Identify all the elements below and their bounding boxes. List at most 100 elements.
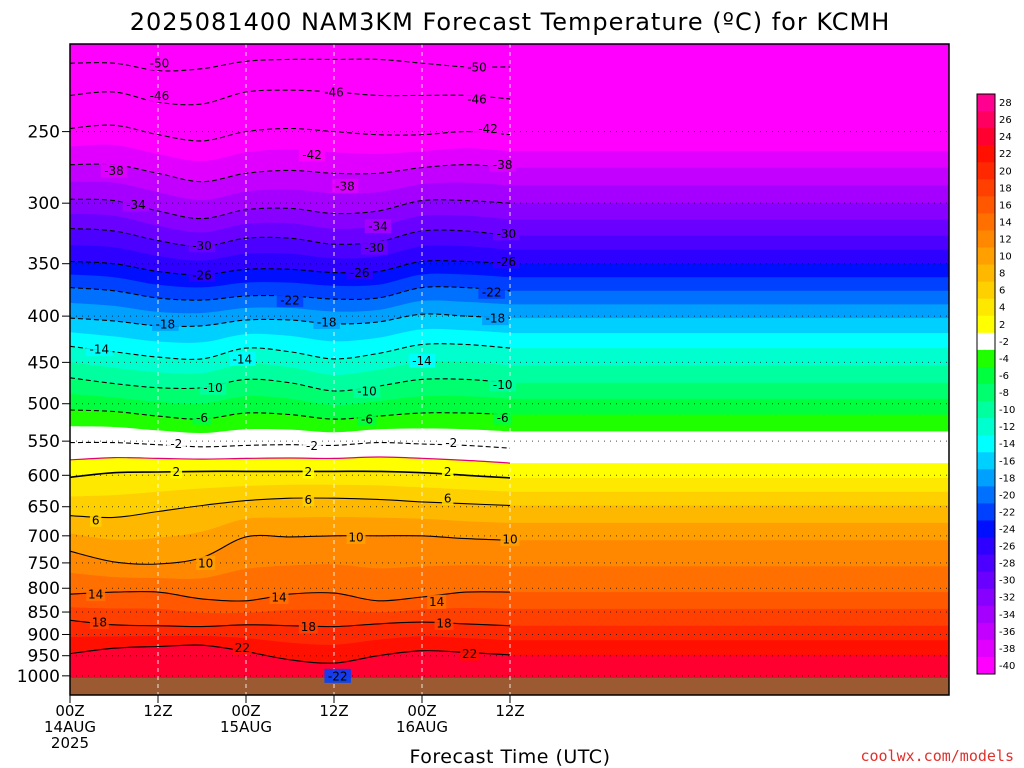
contour-label: -46 xyxy=(150,89,170,103)
colorbar-label: 6 xyxy=(999,286,1005,297)
contour-label-bg xyxy=(463,59,491,74)
contour-label: -6 xyxy=(497,411,509,425)
colorbar-swatch--12 xyxy=(977,418,995,436)
contour-label-bg xyxy=(493,254,520,269)
colorbar-swatch--36 xyxy=(977,622,995,641)
contour-label-bg xyxy=(474,121,502,136)
contour--42 xyxy=(70,124,511,142)
colorbar-label: 4 xyxy=(999,303,1005,314)
contour-label: -46 xyxy=(324,85,344,99)
contour-label: 18 xyxy=(301,620,316,634)
colorbar-swatch-12 xyxy=(977,230,995,249)
colorbar-label: 24 xyxy=(999,132,1012,143)
contour-label: -26 xyxy=(497,255,517,269)
contour-label: 2 xyxy=(444,465,452,479)
contour--30 xyxy=(70,227,511,248)
contour--2 xyxy=(70,441,511,449)
colorbar: 28 26 24 22 20 18 16 14 12 10 8 6 4 2 -2 -4 -6 -8 -10 -12 -1… xyxy=(976,93,1015,675)
y-tick-label: 300 xyxy=(28,194,60,214)
colorbar-swatch--38 xyxy=(977,639,995,658)
contour-label-bg xyxy=(269,589,289,604)
contour-label: 10 xyxy=(198,556,213,570)
contour-label-bg xyxy=(146,88,173,103)
colorbar-swatch-4 xyxy=(977,298,995,317)
contour-label: -22 xyxy=(280,294,300,308)
contour-label-bg xyxy=(188,238,216,253)
contour-label-bg xyxy=(482,311,509,326)
colorbar-swatch--24 xyxy=(977,520,995,539)
colorbar-swatch--6 xyxy=(977,366,995,385)
contour-label-bg xyxy=(86,587,106,602)
contour-label-bg xyxy=(320,84,348,99)
contour--26 xyxy=(70,260,511,276)
colorbar-label: 16 xyxy=(999,200,1012,211)
y-tick-label: 850 xyxy=(28,603,60,623)
contour-label-bg xyxy=(364,219,392,234)
x-tick-label: 14AUG xyxy=(44,718,96,736)
contour-label-bg xyxy=(122,197,150,212)
contour-label: 14 xyxy=(429,595,444,609)
colorbar-label: -38 xyxy=(999,644,1015,655)
contour-label: -38 xyxy=(104,164,124,178)
contour-label-bg xyxy=(196,555,216,570)
contour-label: 22 xyxy=(235,641,250,655)
colorbar-swatch--2 xyxy=(977,332,995,351)
contour-label-bg xyxy=(331,178,359,193)
x-axis-label: Forecast Time (UTC) xyxy=(410,746,611,768)
colorbar-swatch--22 xyxy=(977,503,995,521)
colorbar-label: 8 xyxy=(999,269,1005,280)
x-tick-label: 16AUG xyxy=(396,718,448,736)
y-tick-label: 650 xyxy=(28,498,60,518)
contour-label: -30 xyxy=(497,227,517,241)
contour-label: -42 xyxy=(302,148,322,162)
colorbar-swatch-20 xyxy=(977,162,995,180)
contour-label-bg xyxy=(302,464,315,479)
y-tick-label: 800 xyxy=(28,579,60,599)
contour-labels: -50 -50 -46 -46 -46 -42 -42 -38 -38 -38 -34 -34 -30 -… xyxy=(86,56,520,683)
contour-label: -26 xyxy=(192,268,212,282)
contour-label: 14 xyxy=(88,588,103,602)
contour-label-bg xyxy=(232,640,252,655)
y-tick-label: 900 xyxy=(28,625,60,645)
y-tick-label: 550 xyxy=(28,432,60,452)
colorbar-label: -10 xyxy=(999,405,1015,416)
contour--10 xyxy=(70,377,511,392)
x-tick-label: 00Z xyxy=(55,702,84,720)
contour-label-bg xyxy=(460,646,480,661)
contour-label: 18 xyxy=(92,616,107,630)
colorbar-swatch--20 xyxy=(977,486,995,504)
contour-label: -10 xyxy=(203,381,223,395)
contour-label: 10 xyxy=(348,530,363,544)
colorbar-swatch-8 xyxy=(977,264,995,283)
contour-label-bg xyxy=(489,157,516,172)
colorbar-swatch--10 xyxy=(977,401,995,419)
contour-label: -50 xyxy=(467,60,487,74)
contour-label-bg xyxy=(353,383,381,398)
contour-label-bg xyxy=(86,342,113,357)
y-tick-label: 500 xyxy=(28,395,60,415)
contour-label-bg xyxy=(146,56,173,71)
colorbar-swatch--28 xyxy=(977,554,995,573)
colorbar-label: -36 xyxy=(999,627,1015,638)
contour-label: -26 xyxy=(350,266,370,280)
contour-label-bg xyxy=(434,615,454,630)
contour-label: -6 xyxy=(361,413,373,427)
y-tick-label: 450 xyxy=(28,353,60,373)
colorbar-label: -16 xyxy=(999,456,1015,467)
contour-label-bg xyxy=(192,410,212,425)
contour-label: -6 xyxy=(196,411,208,425)
contour-label-bg xyxy=(229,351,256,366)
contour-label-bg xyxy=(441,491,454,506)
contour-label-bg xyxy=(298,147,326,162)
colorbar-label: 28 xyxy=(999,98,1012,109)
colorbar-swatch-26 xyxy=(977,111,995,129)
x-tick-label: 12Z xyxy=(143,702,172,720)
contour-label-bg xyxy=(89,615,109,630)
colorbar-label: 22 xyxy=(999,149,1012,160)
contour-label-bg xyxy=(493,410,513,425)
contour-label: 14 xyxy=(271,590,286,604)
colorbar-label: -4 xyxy=(999,354,1009,365)
contour--18 xyxy=(70,313,511,328)
contour-label: -18 xyxy=(486,312,506,326)
